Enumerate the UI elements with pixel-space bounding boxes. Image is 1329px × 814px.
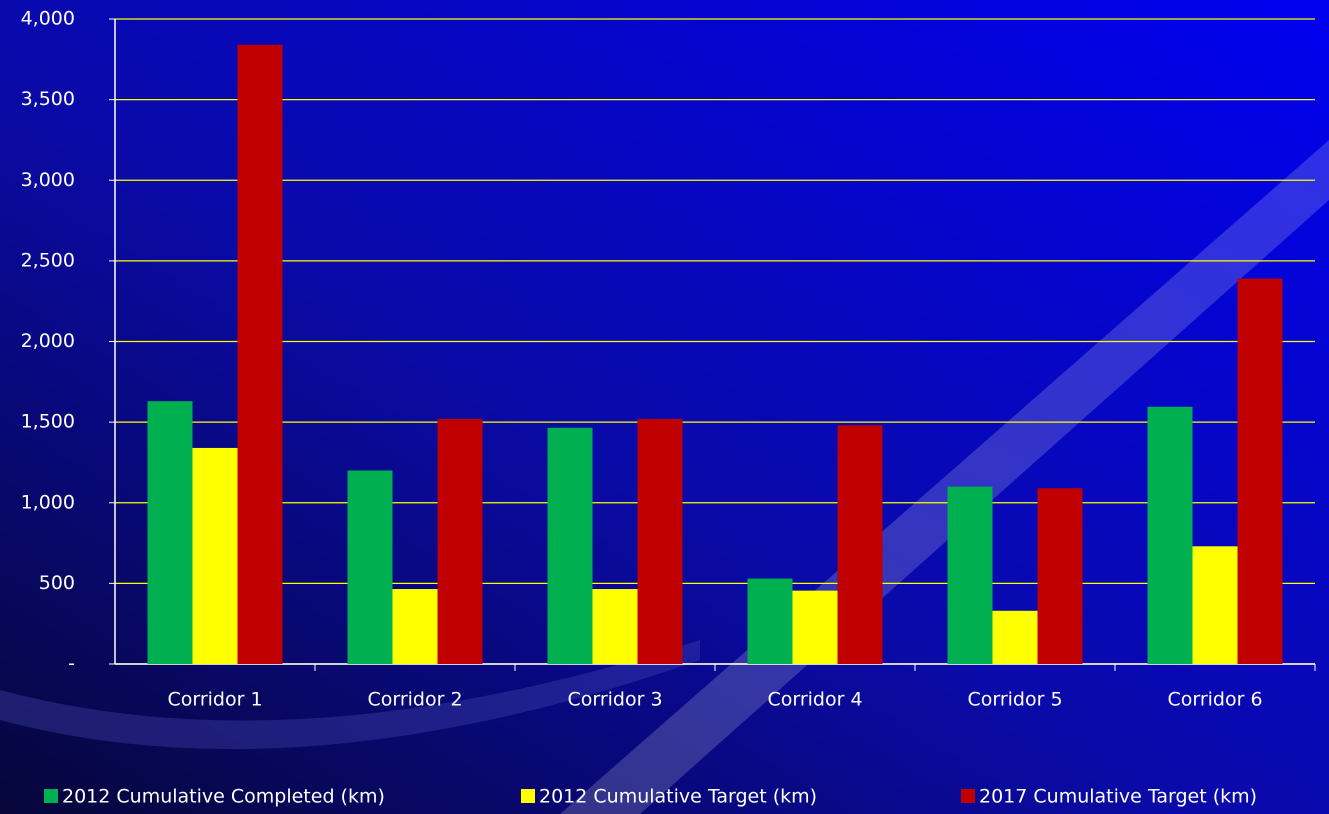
- bar: [347, 470, 393, 664]
- legend-label: 2017 Cumulative Target (km): [979, 786, 1257, 808]
- bar: [237, 44, 283, 665]
- x-tick-label: Corridor 2: [367, 689, 462, 711]
- y-tick-label: 3,000: [21, 169, 75, 191]
- y-tick-label: 4,000: [21, 8, 75, 30]
- legend-swatch: [961, 789, 975, 803]
- plot: - 500 1,000 1,500 2,000 2,500 3,000 3,500 4,000 C…: [21, 8, 1316, 808]
- y-tick-label: 1,500: [21, 411, 75, 433]
- bar: [192, 447, 238, 664]
- bar: [947, 486, 993, 664]
- x-tick-label: Corridor 1: [167, 689, 262, 711]
- legend-swatch: [521, 789, 535, 803]
- bar: [547, 427, 593, 664]
- legend-label: 2012 Cumulative Target (km): [539, 786, 817, 808]
- x-tick-label: Corridor 6: [1167, 689, 1262, 711]
- bar: [992, 610, 1038, 664]
- bar: [437, 418, 483, 664]
- y-tick-label: -: [68, 653, 75, 675]
- decor-swoosh: [0, 640, 700, 750]
- bar: [637, 418, 683, 664]
- bar: [1147, 406, 1193, 664]
- bar: [1192, 546, 1238, 664]
- x-tick-label: Corridor 4: [767, 689, 862, 711]
- x-tick-label: Corridor 3: [567, 689, 662, 711]
- bar: [1237, 278, 1283, 664]
- y-tick-label: 1,000: [21, 491, 75, 513]
- y-tick-label: 3,500: [21, 88, 75, 110]
- legend-swatch: [44, 789, 58, 803]
- legend-label: 2012 Cumulative Completed (km): [62, 786, 385, 808]
- bar: [147, 401, 193, 664]
- bar: [1037, 488, 1083, 664]
- y-tick-label: 2,000: [21, 330, 75, 352]
- bar: [792, 590, 838, 664]
- bar: [392, 589, 438, 664]
- y-tick-label: 500: [39, 572, 75, 594]
- bar: [837, 425, 883, 664]
- x-tick-label: Corridor 5: [967, 689, 1062, 711]
- bar: [592, 589, 638, 664]
- bar: [747, 578, 793, 664]
- y-tick-label: 2,500: [21, 249, 75, 271]
